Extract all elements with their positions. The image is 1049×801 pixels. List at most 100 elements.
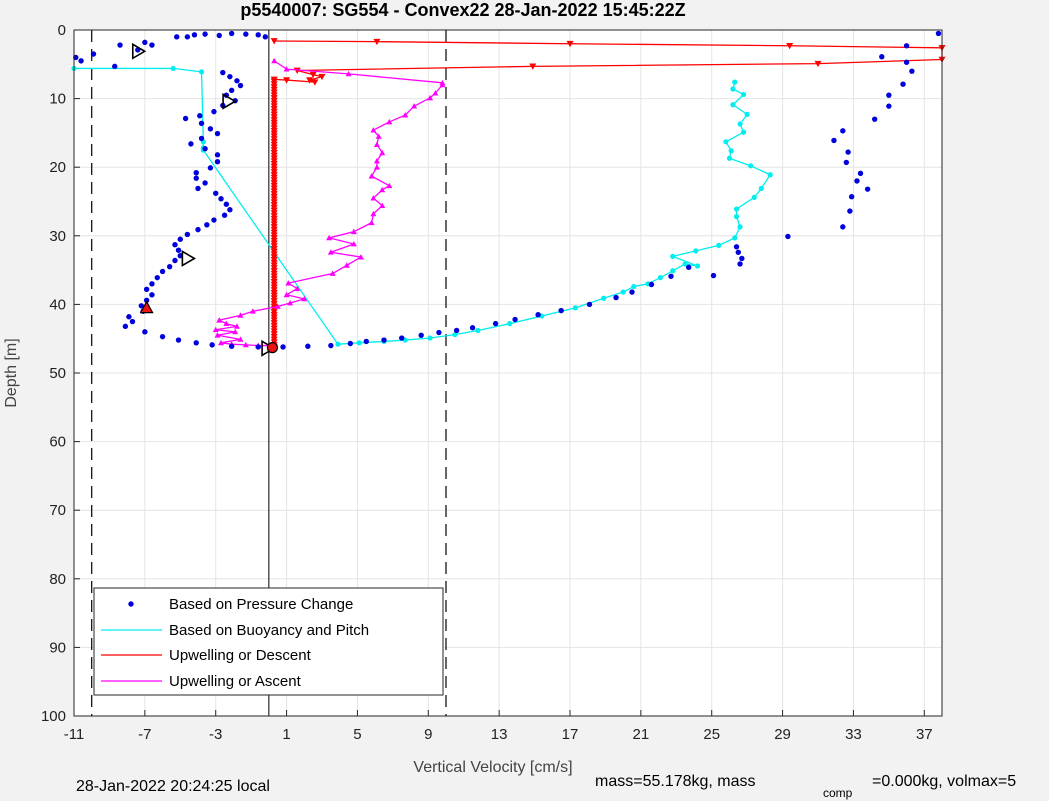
ascent-point — [242, 341, 249, 348]
footer-local-time: 28-Jan-2022 20:24:25 local — [76, 778, 270, 795]
pressure-change-point — [831, 137, 837, 144]
pressure-change-point — [207, 126, 214, 132]
pressure-change-point — [218, 196, 224, 202]
pressure-change-point — [469, 325, 476, 331]
open-triangle-marker — [131, 42, 147, 60]
buoyancy-pitch-point — [657, 275, 663, 281]
buoyancy-pitch-point — [427, 335, 433, 341]
red-circle-marker — [266, 342, 278, 354]
ascent-point — [373, 164, 380, 170]
pressure-change-point — [255, 32, 261, 38]
pressure-change-point — [739, 255, 745, 262]
buoyancy-pitch-point — [728, 148, 734, 154]
pressure-change-point — [175, 247, 182, 253]
y-tick-label: 0 — [58, 22, 66, 39]
pressure-change-point — [399, 335, 405, 341]
descent-point — [270, 38, 278, 45]
pressure-change-point — [223, 201, 230, 207]
ascent-point — [357, 254, 364, 260]
buoyancy-pitch-point — [733, 206, 740, 212]
pressure-change-point — [857, 170, 864, 177]
buoyancy-pitch-point — [730, 86, 736, 92]
pressure-change-point — [305, 343, 311, 349]
buoyancy-pitch-point — [693, 248, 699, 254]
pressure-change-point — [436, 329, 442, 336]
pressure-change-point — [685, 264, 692, 271]
pressure-change-point — [879, 54, 885, 60]
ascent-point — [271, 57, 278, 64]
pressure-change-point — [255, 344, 261, 350]
pressure-change-point — [586, 301, 593, 308]
pressure-change-point — [629, 289, 635, 295]
x-tick-label: 33 — [845, 726, 862, 743]
footer-mass-subscript: comp — [823, 786, 853, 800]
pressure-change-point — [142, 329, 148, 335]
pressure-change-point — [209, 342, 215, 348]
pressure-change-point — [243, 31, 249, 37]
pressure-change-point — [228, 87, 235, 94]
open-triangle-marker — [181, 250, 196, 267]
x-tick-label: 17 — [562, 726, 579, 743]
ascent-point — [283, 66, 290, 72]
ascent-point — [223, 320, 230, 327]
pressure-change-point — [735, 249, 741, 255]
pressure-change-point — [191, 32, 198, 38]
pressure-change-point — [237, 82, 244, 89]
pressure-change-point — [166, 263, 173, 270]
pressure-change-point — [143, 286, 150, 293]
pressure-change-point — [840, 224, 846, 230]
ascent-point — [379, 149, 386, 156]
pressure-change-point — [710, 272, 717, 279]
ascent-point — [345, 70, 352, 77]
pressure-change-point — [227, 207, 233, 213]
pressure-change-point — [211, 217, 217, 223]
legend-label-descent: Upwelling or Descent — [169, 647, 312, 664]
buoyancy-pitch-point — [670, 268, 676, 274]
y-tick-label: 90 — [49, 639, 66, 656]
legend-label-buoyancy: Based on Buoyancy and Pitch — [169, 622, 369, 639]
pressure-change-point — [184, 231, 191, 238]
pressure-change-point — [328, 342, 334, 349]
pressure-change-point — [785, 233, 791, 240]
pressure-change-point — [280, 344, 286, 350]
pressure-change-point — [262, 34, 269, 40]
footer-volmax: =0.000kg, volmax=5 — [872, 773, 1016, 790]
ascent-point — [237, 336, 244, 342]
buoyancy-pitch-point — [730, 102, 736, 108]
pressure-change-point — [202, 31, 208, 37]
pressure-change-point — [216, 32, 222, 39]
pressure-change-point — [512, 316, 518, 323]
ascent-point — [232, 328, 239, 335]
ascent-point — [379, 202, 386, 209]
ascent-point — [343, 262, 350, 268]
buoyancy-pitch-point — [475, 327, 481, 334]
pressure-change-point — [126, 314, 132, 320]
pressure-change-point — [149, 42, 155, 48]
y-tick-label: 30 — [49, 228, 66, 245]
ascent-point — [216, 317, 223, 323]
pressure-change-point — [840, 128, 846, 134]
pressure-change-point — [935, 30, 942, 37]
ascent-point — [285, 280, 292, 286]
y-tick-label: 100 — [41, 708, 66, 725]
buoyancy-pitch-point — [723, 139, 729, 145]
series-pressure-change — [73, 30, 942, 350]
buoyancy-pitch-point — [741, 129, 747, 135]
pressure-change-point — [871, 116, 878, 122]
pressure-change-point — [202, 180, 208, 186]
pressure-change-point — [228, 30, 235, 37]
buoyancy-pitch-point — [356, 340, 362, 346]
pressure-change-point — [886, 92, 892, 98]
x-tick-label: 37 — [916, 726, 933, 743]
buoyancy-pitch-point — [572, 305, 578, 311]
pressure-change-point — [453, 327, 460, 334]
pressure-change-point — [117, 42, 123, 48]
pressure-change-point — [195, 226, 201, 233]
pressure-change-point — [843, 159, 850, 166]
pressure-change-point — [227, 73, 233, 80]
buoyancy-pitch-point — [452, 331, 458, 338]
pressure-change-point — [214, 152, 221, 158]
pressure-change-point — [195, 185, 201, 192]
x-tick-label: 25 — [703, 726, 720, 743]
ascent-point — [411, 103, 418, 109]
